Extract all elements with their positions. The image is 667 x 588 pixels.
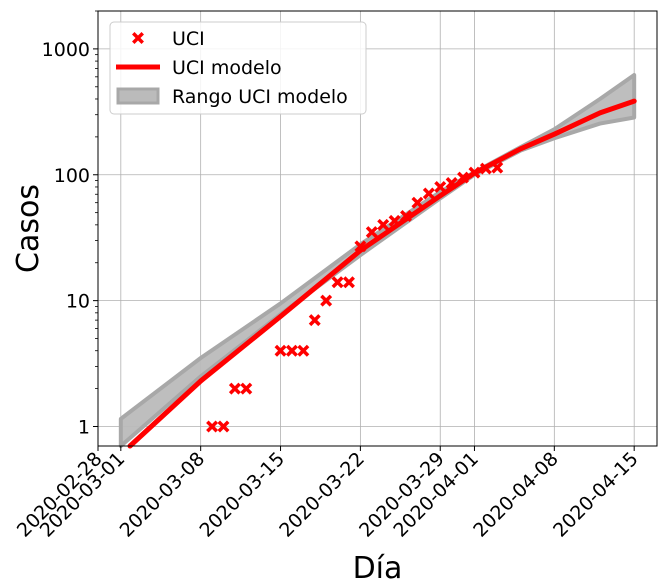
data-point xyxy=(445,177,458,189)
x-axis-title: Día xyxy=(353,551,403,586)
y-tick-label: 1000 xyxy=(42,39,90,61)
data-point xyxy=(343,276,355,289)
x-axis-ticks: 2020-02-282020-03-012020-03-082020-03-15… xyxy=(13,446,643,542)
marker-stroke xyxy=(308,314,321,327)
marker-stroke xyxy=(274,344,287,357)
data-point xyxy=(388,214,401,227)
x-tick-label: 2020-04-08 xyxy=(469,448,563,542)
marker-stroke xyxy=(411,196,424,209)
data-point xyxy=(354,240,367,253)
data-point xyxy=(228,382,241,395)
marker-stroke xyxy=(479,162,492,175)
marker-stroke xyxy=(206,420,219,433)
marker-stroke xyxy=(365,226,378,239)
data-point xyxy=(479,162,492,175)
data-point xyxy=(468,166,481,179)
x-tick-label: 2020-03-08 xyxy=(116,448,210,542)
legend-x-shape xyxy=(132,32,144,44)
legend-item-range: Rango UCI modelo xyxy=(116,86,348,108)
legend-box xyxy=(109,21,367,115)
observed-markers xyxy=(206,161,504,433)
data-point xyxy=(285,344,298,357)
marker-stroke xyxy=(457,171,470,184)
marker-stroke xyxy=(422,187,435,200)
data-point xyxy=(422,187,435,200)
y-axis-ticks: 1 10 100 1000 xyxy=(42,10,98,439)
marker-stroke xyxy=(217,420,230,433)
marker-stroke xyxy=(331,276,344,289)
model-line xyxy=(127,98,637,449)
model-line-path xyxy=(127,98,637,449)
plot-frame xyxy=(97,10,658,447)
marker-stroke xyxy=(297,344,310,357)
y-tick-label: 10 xyxy=(66,291,90,313)
y-axis-title: Casos xyxy=(11,184,46,273)
legend-label-observed: UCI xyxy=(172,28,205,50)
marker-stroke xyxy=(354,240,367,253)
marker-stroke xyxy=(377,218,390,231)
marker-stroke xyxy=(228,382,241,395)
marker-stroke xyxy=(434,180,447,193)
legend-x-marker-icon xyxy=(132,32,144,44)
legend-label-range: Rango UCI modelo xyxy=(172,86,348,108)
marker-stroke xyxy=(468,166,481,179)
marker-stroke xyxy=(491,161,504,174)
data-point xyxy=(274,344,287,357)
marker-stroke xyxy=(132,32,144,44)
data-point xyxy=(217,420,230,433)
data-point xyxy=(434,180,447,193)
data-point xyxy=(206,420,219,433)
data-point xyxy=(411,196,424,209)
data-point xyxy=(240,382,253,395)
data-point xyxy=(365,226,378,239)
marker-stroke xyxy=(400,210,412,223)
data-point xyxy=(400,210,412,223)
data-point xyxy=(331,276,344,289)
y-tick-label: 100 xyxy=(54,165,90,187)
marker-stroke xyxy=(445,177,458,189)
data-point xyxy=(377,218,390,231)
data-point xyxy=(491,161,504,174)
x-tick-label: 2020-03-15 xyxy=(195,448,289,542)
marker-stroke xyxy=(388,214,401,227)
x-tick-label: 2020-03-22 xyxy=(275,448,369,542)
marker-stroke xyxy=(343,276,355,289)
data-point xyxy=(297,344,310,357)
marker-stroke xyxy=(240,382,253,395)
legend-band-patch-icon xyxy=(116,87,160,105)
data-point xyxy=(320,294,333,307)
x-tick-label: 2020-04-15 xyxy=(549,448,643,542)
legend: UCI UCI modelo Rango UCI modelo xyxy=(109,21,367,115)
data-point xyxy=(308,314,321,327)
legend-item-model: UCI modelo xyxy=(116,57,282,79)
data-point xyxy=(457,171,470,184)
legend-label-model: UCI modelo xyxy=(172,57,282,79)
marker-stroke xyxy=(320,294,333,307)
marker-stroke xyxy=(285,344,298,357)
y-tick-label: 1 xyxy=(78,417,90,439)
legend-item-observed: UCI xyxy=(132,28,205,50)
